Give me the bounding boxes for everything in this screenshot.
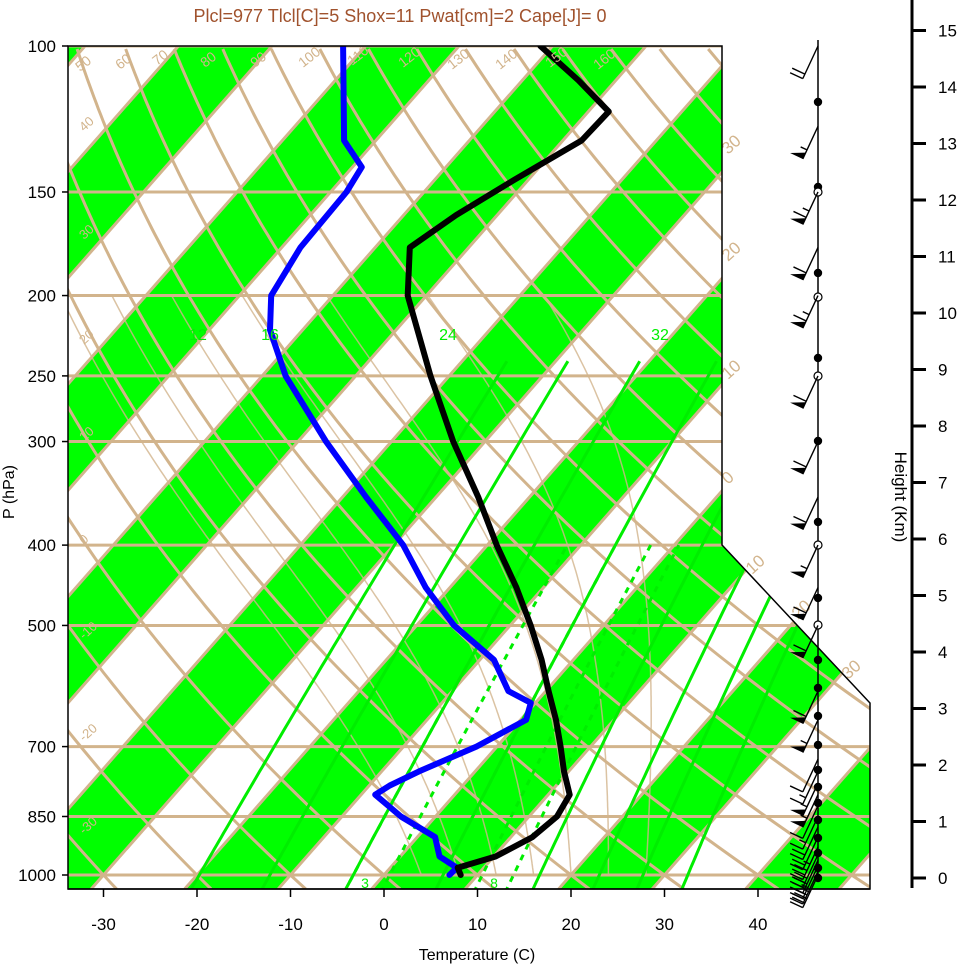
isotherm-label-right: 30 bbox=[838, 656, 865, 683]
temperature-tick-label: -20 bbox=[185, 915, 210, 934]
dry-adiabat-label: 140 bbox=[492, 45, 520, 72]
wind-barb-half bbox=[803, 312, 809, 315]
wind-barb bbox=[790, 126, 818, 159]
height-tick-label: 3 bbox=[938, 700, 947, 719]
wind-barb-full bbox=[790, 73, 803, 79]
wind-barb-half bbox=[801, 147, 807, 150]
wind-level-open-dot bbox=[814, 621, 822, 629]
pressure-tick-label: 700 bbox=[28, 738, 56, 757]
wind-barb bbox=[790, 192, 818, 225]
height-tick-label: 9 bbox=[938, 361, 947, 380]
wind-barb-half bbox=[801, 741, 807, 744]
temperature-tick-label: 30 bbox=[655, 915, 674, 934]
wind-barb-full bbox=[793, 315, 806, 321]
pressure-tick-label: 150 bbox=[28, 183, 56, 202]
isotherm-label-left: -20 bbox=[76, 721, 100, 745]
mixing-ratio-label: 12 bbox=[189, 327, 207, 344]
height-tick-label: 8 bbox=[938, 417, 947, 436]
wind-barb-full bbox=[793, 211, 806, 217]
wind-level-dot bbox=[814, 684, 822, 692]
temperature-tick-label: 20 bbox=[562, 915, 581, 934]
wind-level-dot bbox=[814, 98, 822, 106]
wind-barb bbox=[790, 442, 818, 475]
mixing-ratio-label: 16 bbox=[261, 327, 279, 344]
wind-barb-shaft bbox=[803, 376, 818, 409]
mixing-ratio-label: 32 bbox=[651, 327, 669, 344]
height-tick-label: 4 bbox=[938, 643, 947, 662]
wind-barb bbox=[790, 545, 818, 578]
height-axis-title: Height (Km) bbox=[891, 452, 910, 543]
pressure-tick-label: 400 bbox=[28, 536, 56, 555]
wind-barb-full bbox=[793, 461, 806, 467]
height-tick-label: 11 bbox=[938, 248, 956, 267]
wind-barb-full bbox=[793, 267, 806, 273]
wind-barb-shaft bbox=[803, 296, 818, 329]
temperature-tick-label: 10 bbox=[468, 915, 487, 934]
pressure-tick-label: 300 bbox=[28, 433, 56, 452]
wind-level-dot bbox=[814, 712, 822, 720]
pressure-tick-label: 250 bbox=[28, 367, 56, 386]
height-tick-label: 13 bbox=[938, 135, 957, 154]
height-tick-label: 5 bbox=[938, 587, 947, 606]
pressure-axis-title: P (hPa) bbox=[1, 465, 18, 519]
height-tick-label: 14 bbox=[938, 78, 957, 97]
temperature-tick-label: 0 bbox=[379, 915, 388, 934]
wind-level-dot bbox=[814, 656, 822, 664]
height-tick-label: 10 bbox=[938, 304, 957, 323]
height-tick-label: 15 bbox=[938, 22, 957, 41]
wind-barb bbox=[790, 46, 818, 79]
mixing-ratio-label: 24 bbox=[439, 327, 457, 344]
temperature-tick-label: -10 bbox=[278, 915, 303, 934]
wind-barb-full bbox=[790, 786, 803, 792]
height-tick-label: 1 bbox=[938, 813, 947, 832]
wind-barb-half bbox=[801, 566, 807, 569]
height-tick-label: 12 bbox=[938, 191, 957, 210]
wind-level-dot bbox=[814, 354, 822, 362]
wind-barb bbox=[790, 376, 818, 409]
temperature-tick-label: 40 bbox=[749, 915, 768, 934]
height-tick-label: 6 bbox=[938, 530, 947, 549]
isotherm-label-right: 10 bbox=[742, 551, 769, 578]
height-tick-label: 7 bbox=[938, 474, 947, 493]
wind-level-dot bbox=[814, 437, 822, 445]
wind-barb bbox=[790, 247, 818, 280]
pressure-tick-label: 850 bbox=[28, 807, 56, 826]
wind-barb bbox=[790, 296, 818, 329]
wind-barb-shaft bbox=[803, 442, 818, 475]
wind-barb-shaft bbox=[803, 545, 818, 578]
wind-barb-shaft bbox=[803, 192, 818, 225]
wind-barb-full bbox=[790, 798, 803, 804]
wind-level-dot bbox=[814, 741, 822, 749]
isotherm-label-right: 0 bbox=[718, 468, 738, 488]
wind-level-dot bbox=[814, 269, 822, 277]
wind-level-dot bbox=[814, 518, 822, 526]
height-tick-label: 2 bbox=[938, 756, 947, 775]
wind-barb-full bbox=[793, 395, 806, 401]
wind-barb-full bbox=[793, 516, 806, 522]
pressure-tick-label: 500 bbox=[28, 616, 56, 635]
wind-level-open-dot bbox=[814, 541, 822, 549]
pressure-tick-label: 1000 bbox=[18, 866, 56, 885]
pressure-tick-label: 200 bbox=[28, 287, 56, 306]
temperature-axis-title: Temperature (C) bbox=[419, 947, 535, 964]
plot-area bbox=[0, 46, 961, 893]
dry-adiabat-label: 60 bbox=[112, 50, 134, 72]
wind-barb-full bbox=[792, 68, 805, 74]
height-tick-label: 0 bbox=[938, 869, 947, 888]
wind-barb-half bbox=[803, 208, 809, 211]
wind-barb-shaft bbox=[803, 46, 818, 79]
chart-title: Plcl=977 Tlcl[C]=5 Shox=11 Pwat[cm]=2 Ca… bbox=[0, 6, 800, 27]
wind-barb bbox=[790, 497, 818, 530]
temperature-tick-label: -30 bbox=[91, 915, 116, 934]
wind-barb-shaft bbox=[803, 126, 818, 159]
pressure-tick-label: 100 bbox=[28, 37, 56, 56]
isotherm-label-left: 20 bbox=[76, 326, 97, 347]
wind-barb-half bbox=[799, 795, 805, 798]
isotherm-label-left: 40 bbox=[76, 113, 97, 134]
